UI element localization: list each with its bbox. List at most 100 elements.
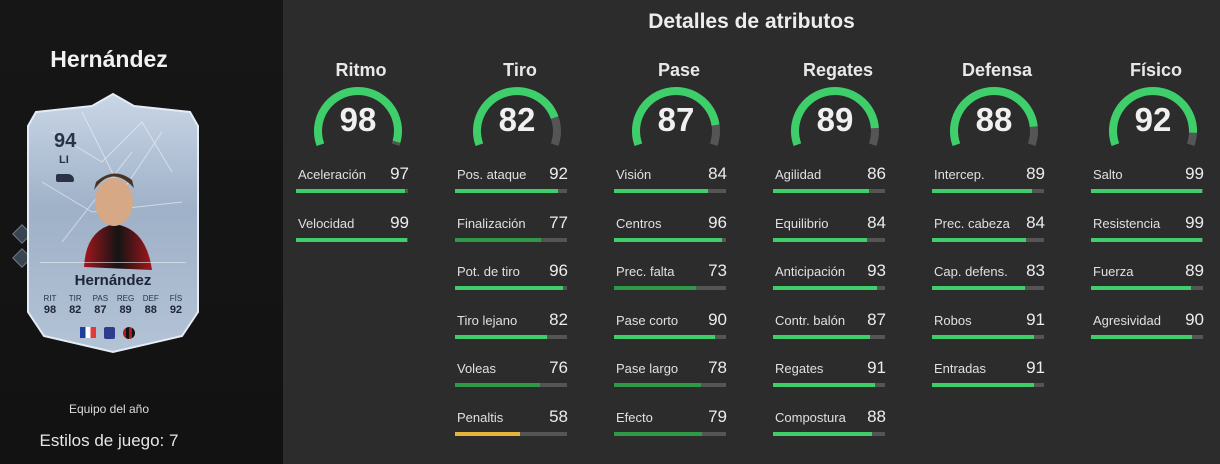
gauge-arc-icon	[473, 87, 561, 147]
card-stat: TIR 82	[63, 294, 87, 316]
category-gauge: 82	[470, 85, 570, 147]
playstyles-count[interactable]: Estilos de juego: 7	[39, 431, 179, 450]
attribute-row: Pase corto 90	[613, 310, 727, 353]
attribute-row: Prec. cabeza 84	[931, 212, 1045, 256]
attribute-row: Pos. ataque 92	[454, 164, 568, 207]
attribute-name: Pos. ataque	[457, 167, 527, 182]
attribute-bar-fill	[932, 286, 1025, 291]
attribute-bar	[932, 286, 1044, 291]
attribute-value: 58	[549, 407, 568, 426]
attribute-bar-fill	[455, 383, 541, 388]
attribute-name: Prec. cabeza	[934, 215, 1010, 231]
attribute-name: Pot. de tiro	[457, 264, 520, 280]
france-flag-icon	[80, 327, 96, 338]
attribute-name: Regates	[775, 361, 824, 377]
attribute-bar	[455, 189, 567, 193]
attribute-bar-fill	[455, 432, 520, 436]
category-name: Regates	[802, 60, 874, 80]
attribute-bar-fill	[296, 237, 407, 242]
attribute-row: Aceleración 97	[295, 164, 409, 207]
gauge-fill	[791, 87, 879, 147]
attribute-value: 78	[708, 358, 727, 378]
attribute-row: Equilibrio 84	[772, 212, 886, 256]
card-stat-label: REG	[116, 294, 135, 303]
attribute-value: 84	[867, 212, 886, 232]
attribute-bar-fill	[932, 334, 1034, 339]
category-5: Físico 92 Salto 99 Resistencia 99 Fuerza 89 Agre…	[1090, 60, 1206, 339]
attribute-bar-fill	[1091, 286, 1191, 291]
attribute-row: Agresividad 90	[1090, 310, 1204, 353]
attribute-bar	[1091, 334, 1203, 339]
player-card[interactable]: 94 LI Hernández RIT 98 TIR 82 PAS 87 REG 89 …	[22, 92, 204, 354]
attribute-row: Finalización 77	[454, 213, 568, 256]
attribute-bar-fill	[932, 383, 1034, 388]
attribute-name: Agresividad	[1093, 312, 1161, 328]
category-gauge: 88	[947, 85, 1047, 147]
attribute-bar-fill	[614, 286, 696, 291]
attribute-name: Penaltis	[457, 410, 504, 425]
category-gauge: 92	[1106, 85, 1206, 147]
attribute-bar-fill	[932, 237, 1027, 242]
attribute-bar-fill	[296, 189, 405, 193]
card-stat: PAS 87	[88, 294, 112, 316]
attribute-bar	[932, 334, 1044, 339]
attribute-value: 83	[1026, 261, 1045, 281]
attribute-row: Voleas 76	[454, 358, 568, 401]
attribute-bar	[455, 237, 567, 242]
attribute-bar-fill	[455, 334, 547, 339]
gauge-fill	[473, 87, 559, 147]
attribute-name: Entradas	[934, 361, 987, 377]
attribute-bar	[932, 189, 1044, 193]
attribute-bar-fill	[614, 432, 703, 436]
attribute-value: 91	[1026, 309, 1045, 329]
attribute-name: Agilidad	[775, 167, 822, 182]
attribute-row: Tiro lejano 82	[454, 310, 568, 353]
attribute-name: Anticipación	[775, 264, 846, 280]
section-title: Detalles de atributos	[648, 10, 855, 33]
attribute-bar-fill	[455, 237, 542, 242]
gauge-fill	[314, 87, 402, 147]
attribute-value: 99	[390, 212, 409, 232]
card-rating: 94	[54, 130, 77, 152]
attribute-name: Tiro lejano	[457, 312, 518, 328]
category-name: Tiro	[503, 60, 537, 80]
attribute-name: Cap. defens.	[934, 264, 1008, 280]
attribute-name: Prec. falta	[616, 264, 675, 280]
attribute-row: Velocidad 99	[295, 212, 409, 256]
gauge-fill	[632, 87, 720, 147]
card-stat: REG 89	[114, 294, 138, 316]
attribute-name: Compostura	[775, 410, 846, 425]
attribute-row: Resistencia 99	[1090, 213, 1204, 256]
category-value: 87	[657, 101, 695, 138]
attribute-bar	[455, 432, 567, 436]
card-stat-label: FÍS	[169, 294, 183, 303]
attribute-bar-fill	[455, 286, 563, 291]
attribute-bar	[773, 286, 885, 291]
attribute-name: Fuerza	[1093, 264, 1134, 280]
attribute-bar	[614, 286, 726, 291]
category-value: 98	[339, 101, 377, 138]
attribute-bar-fill	[614, 237, 722, 242]
attribute-bar	[614, 237, 726, 242]
attribute-bar-fill	[773, 237, 868, 242]
club-badge-icon	[123, 327, 135, 339]
card-stat-value: 88	[144, 304, 157, 316]
card-stat: RIT 98	[38, 294, 62, 316]
attribute-value: 84	[1026, 212, 1045, 232]
attribute-bar	[1091, 237, 1203, 242]
attribute-name: Salto	[1093, 167, 1123, 182]
attribute-value: 91	[1026, 358, 1045, 378]
attribute-name: Finalización	[457, 215, 526, 231]
attribute-value: 91	[867, 358, 886, 378]
card-stat: DEF 88	[139, 294, 163, 316]
category-value: 88	[975, 101, 1013, 138]
category-1: Tiro 82 Pos. ataque 92 Finalización 77 Pot. de…	[454, 60, 570, 436]
category-value: 89	[816, 101, 854, 138]
attribute-bar-fill	[773, 334, 871, 339]
player-name: Hernández	[50, 46, 168, 72]
attribute-bar-fill	[932, 189, 1032, 193]
attribute-value: 76	[549, 358, 568, 378]
attribute-value: 93	[867, 261, 886, 281]
boot-icon	[56, 174, 74, 182]
attribute-bar-fill	[1091, 189, 1202, 193]
